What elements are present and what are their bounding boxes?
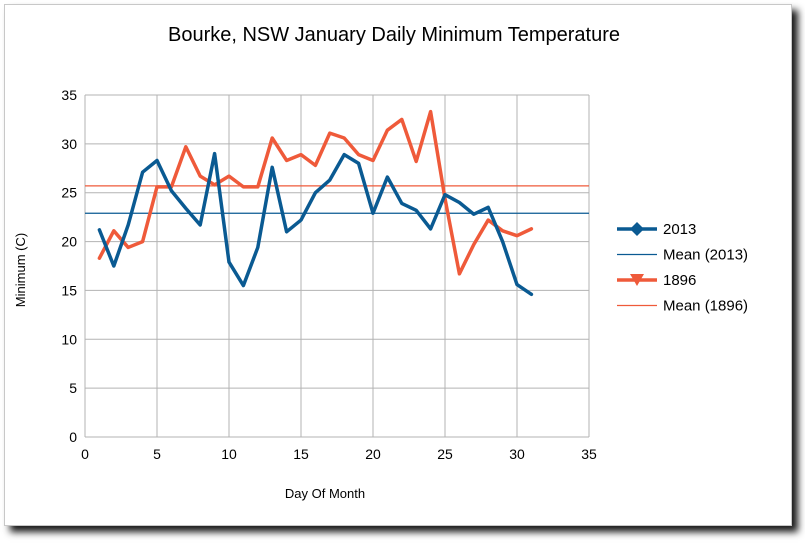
line-chart: Bourke, NSW January Daily Minimum Temper…	[13, 24, 748, 501]
chart-frame: Bourke, NSW January Daily Minimum Temper…	[4, 4, 792, 526]
legend-label: Mean (2013)	[663, 247, 748, 264]
y-tick-label: 5	[69, 380, 77, 396]
y-tick-labels: 0 5 10 15 20 25 30 35	[61, 87, 77, 445]
y-axis-title: Minimum (C)	[13, 233, 28, 307]
x-tick-label: 20	[365, 446, 381, 462]
series-line-2013	[97, 151, 534, 297]
legend-label: 2013	[663, 221, 696, 238]
y-tick-label: 25	[61, 185, 77, 201]
series-lines	[97, 109, 534, 297]
x-tick-label: 35	[581, 446, 597, 462]
y-tick-label: 10	[61, 331, 77, 347]
legend-marker-diamond	[630, 222, 644, 236]
x-tick-labels: 0 5 10 15 20 25 30 35	[81, 446, 597, 462]
x-tick-label: 25	[437, 446, 453, 462]
y-tick-label: 20	[61, 234, 77, 250]
gridlines	[84, 94, 590, 438]
legend: 2013 Mean (2013) 1896 Mean (1896)	[617, 221, 748, 315]
legend-label: Mean (1896)	[663, 298, 748, 315]
x-tick-label: 5	[153, 446, 161, 462]
x-tick-label: 30	[509, 446, 525, 462]
x-tick-label: 15	[293, 446, 309, 462]
x-tick-label: 10	[221, 446, 237, 462]
y-tick-label: 35	[61, 87, 77, 103]
x-tick-label: 0	[81, 446, 89, 462]
y-tick-label: 0	[69, 429, 77, 445]
y-tick-label: 30	[61, 136, 77, 152]
mean-lines	[85, 185, 589, 214]
legend-label: 1896	[663, 272, 696, 289]
x-axis-title: Day Of Month	[285, 486, 365, 501]
y-tick-label: 15	[61, 282, 77, 298]
legend-marker-triangle	[630, 274, 644, 286]
chart-title: Bourke, NSW January Daily Minimum Temper…	[168, 24, 620, 46]
